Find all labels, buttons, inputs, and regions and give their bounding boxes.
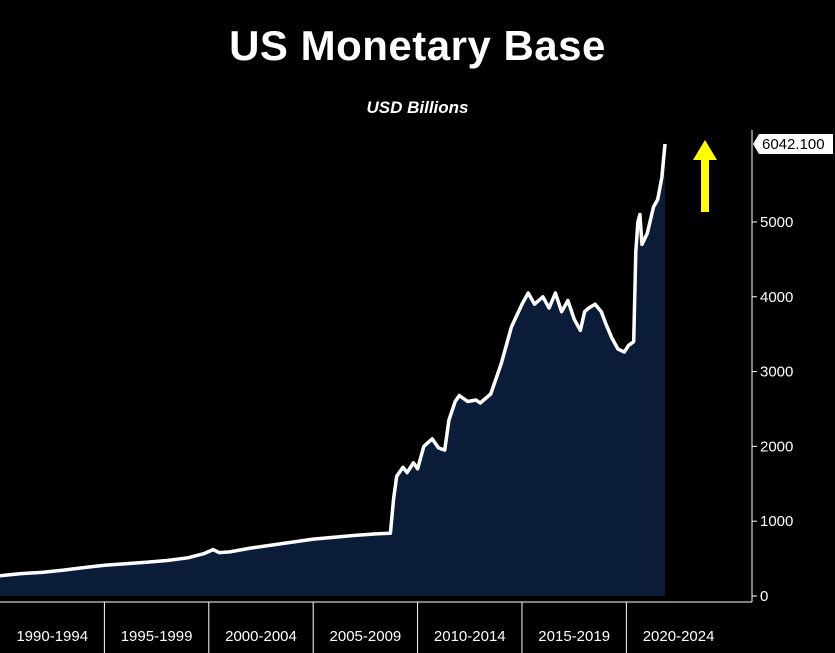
x-axis: 1990-1994 1995-1999 2000-2004 2005-2009 2010… bbox=[16, 602, 714, 653]
x-category-label: 2000-2004 bbox=[225, 628, 297, 645]
y-axis: 0 1000 2000 3000 4000 5000 bbox=[752, 214, 793, 605]
last-value-badge: 6042.100 bbox=[753, 134, 833, 154]
x-category-label: 1990-1994 bbox=[16, 628, 88, 645]
x-category-label: 2020-2024 bbox=[643, 628, 715, 645]
y-tick-label: 1000 bbox=[760, 513, 793, 530]
series-area-fill bbox=[0, 144, 665, 596]
up-arrow-icon bbox=[693, 140, 717, 212]
plot-area bbox=[0, 143, 667, 596]
y-tick-label: 5000 bbox=[760, 214, 793, 231]
x-category-label: 1995-1999 bbox=[121, 628, 193, 645]
chart-title: US Monetary Base bbox=[229, 22, 606, 69]
y-tick-label: 4000 bbox=[760, 289, 793, 306]
y-tick-label: 2000 bbox=[760, 438, 793, 455]
chart-subtitle: USD Billions bbox=[366, 98, 469, 117]
x-category-label: 2015-2019 bbox=[538, 628, 610, 645]
series-line bbox=[0, 143, 667, 578]
x-category-label: 2010-2014 bbox=[434, 628, 506, 645]
y-tick-label: 0 bbox=[760, 588, 768, 605]
last-value-label: 6042.100 bbox=[762, 136, 825, 153]
y-tick-label: 3000 bbox=[760, 364, 793, 381]
x-category-label: 2005-2009 bbox=[330, 628, 402, 645]
